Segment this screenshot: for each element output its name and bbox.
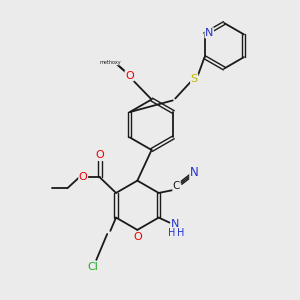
Text: H: H (177, 228, 184, 238)
Text: Cl: Cl (87, 262, 98, 272)
Text: N: N (205, 28, 213, 38)
Text: O: O (125, 71, 134, 81)
Text: N: N (171, 219, 179, 229)
Text: N: N (190, 166, 199, 179)
Text: H: H (168, 228, 175, 238)
Text: O: O (79, 172, 88, 182)
Text: methoxy: methoxy (99, 60, 121, 65)
Text: S: S (190, 74, 198, 84)
Text: O: O (133, 232, 142, 242)
Text: O: O (95, 150, 104, 160)
Text: C: C (173, 181, 180, 191)
